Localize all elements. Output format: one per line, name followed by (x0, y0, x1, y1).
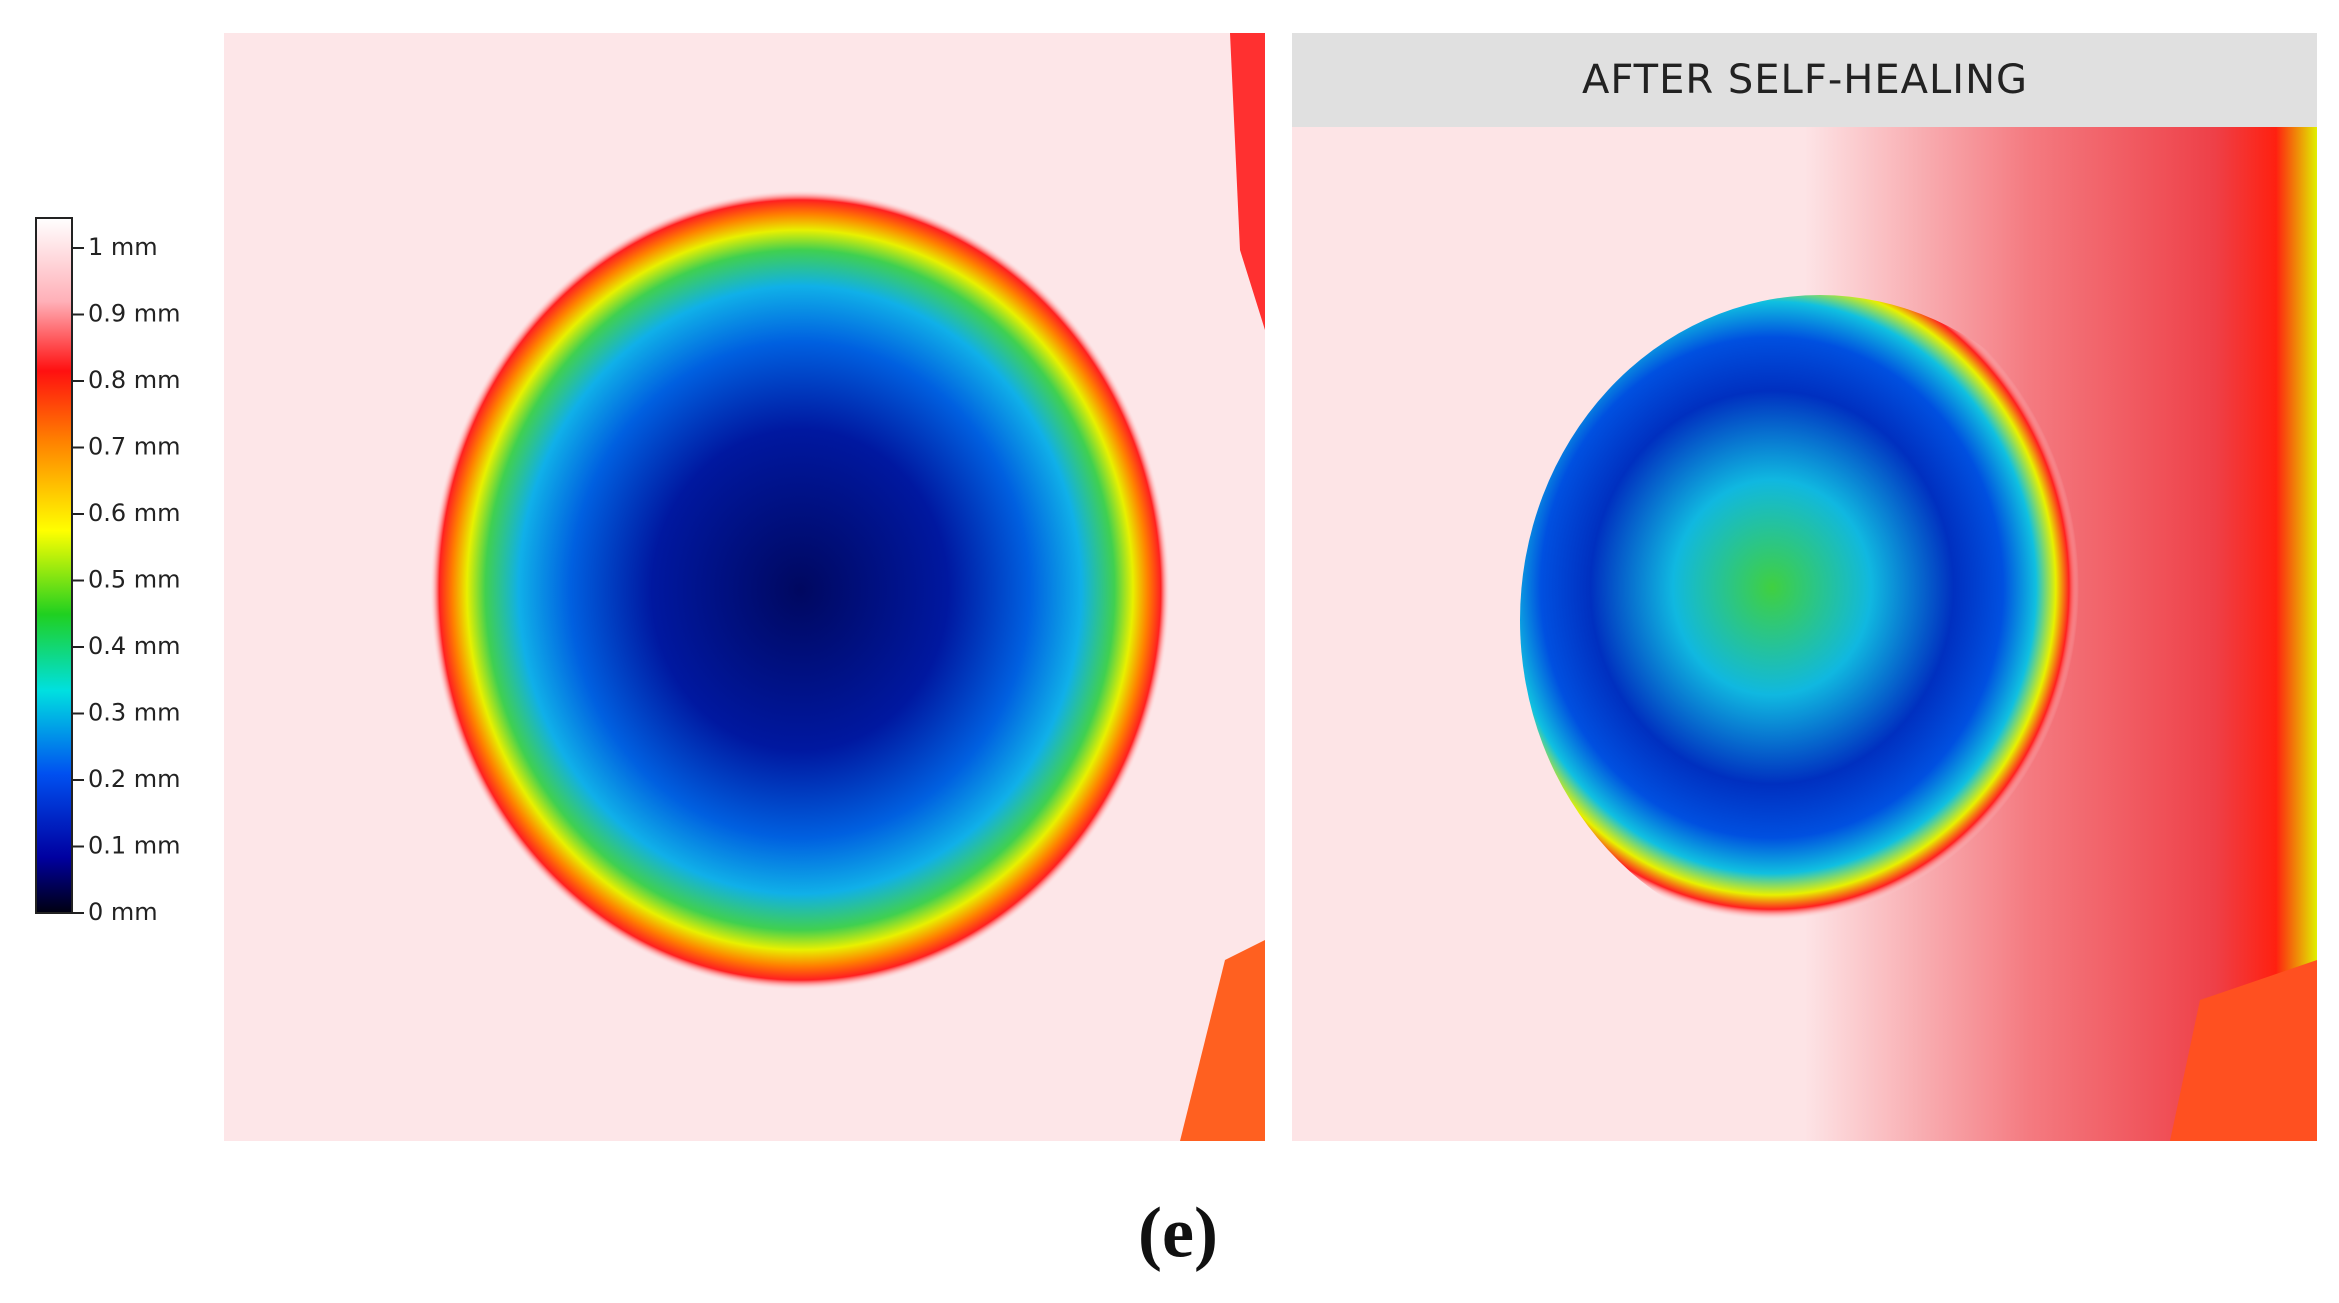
panel-header (1292, 33, 2317, 127)
colorbar-tick-label: 0.7 mm (88, 433, 181, 461)
edge-noise (1180, 940, 1265, 1141)
colorbar-tick-label: 0.2 mm (88, 765, 181, 793)
colorbar-tick-label: 0.9 mm (88, 300, 181, 328)
colorbar-tick-label: 0.6 mm (88, 499, 181, 527)
colorbar: 1 mm 0.9 mm 0.8 mm 0.7 mm 0.6 mm 0.5 mm 0.4 mm… (35, 217, 181, 926)
left-panel (224, 33, 1265, 1141)
colorbar-tick-label: 1 mm (88, 233, 158, 261)
colorbar-tick-label: 0.1 mm (88, 832, 181, 860)
colorbar-tick-label: 0.8 mm (88, 366, 181, 394)
colorbar-scale (35, 217, 73, 914)
edge-noise (2170, 960, 2317, 1141)
colorbar-tick-label: 0 mm (88, 898, 158, 926)
panel-title: AFTER SELF-HEALING (1582, 57, 2028, 103)
colorbar-ticks: 1 mm 0.9 mm 0.8 mm 0.7 mm 0.6 mm 0.5 mm 0.4 mm… (72, 233, 181, 926)
colorbar-tick-label: 0.4 mm (88, 632, 181, 660)
panel-label: (e) (1138, 1193, 1218, 1273)
colorbar-tick-label: 0.3 mm (88, 699, 181, 727)
left-damage-map (430, 190, 1170, 990)
right-panel: AFTER SELF-HEALING (1292, 33, 2317, 1141)
right-damage-map (1520, 295, 2120, 945)
colorbar-tick-label: 0.5 mm (88, 566, 181, 594)
edge-noise (1230, 33, 1265, 330)
